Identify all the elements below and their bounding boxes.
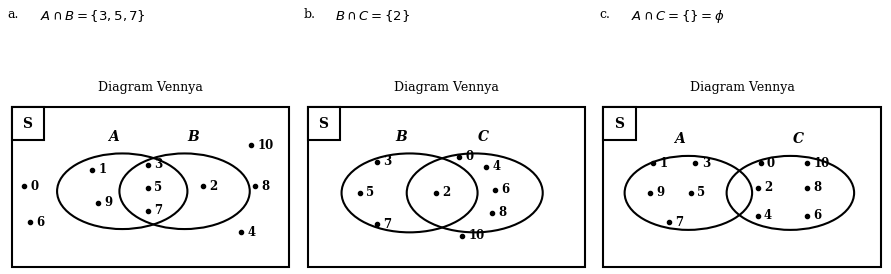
Text: S: S: [318, 117, 328, 131]
Text: 10: 10: [257, 139, 274, 152]
Text: 7: 7: [383, 218, 391, 231]
Text: 8: 8: [813, 181, 822, 195]
Text: 10: 10: [468, 229, 485, 242]
Text: 8: 8: [262, 180, 270, 193]
Text: 7: 7: [674, 216, 683, 229]
Text: 4: 4: [248, 226, 256, 239]
Text: 6: 6: [37, 216, 45, 229]
FancyBboxPatch shape: [12, 107, 45, 140]
Text: 5: 5: [698, 186, 706, 199]
Text: a.: a.: [7, 8, 19, 21]
Text: 3: 3: [702, 157, 710, 170]
Text: 10: 10: [813, 157, 830, 170]
Text: 6: 6: [813, 209, 822, 222]
Text: Diagram Vennya: Diagram Vennya: [690, 81, 795, 94]
Text: 1: 1: [659, 157, 667, 170]
Text: 5: 5: [366, 186, 374, 199]
Text: 2: 2: [209, 180, 217, 193]
Text: 1: 1: [99, 163, 107, 176]
FancyBboxPatch shape: [307, 107, 340, 140]
Text: 3: 3: [154, 158, 162, 172]
Text: A: A: [109, 130, 119, 144]
Text: 0: 0: [465, 150, 473, 163]
Text: 0: 0: [767, 157, 775, 170]
Text: 3: 3: [383, 155, 391, 168]
Text: 2: 2: [442, 186, 450, 199]
Text: 8: 8: [498, 206, 506, 219]
Text: A: A: [674, 132, 685, 146]
Text: $B \cap C = \{2\}$: $B \cap C = \{2\}$: [335, 8, 411, 24]
Text: B: B: [396, 130, 407, 144]
Text: S: S: [22, 117, 32, 131]
FancyBboxPatch shape: [12, 107, 290, 267]
Text: 7: 7: [154, 204, 162, 218]
Text: 4: 4: [493, 160, 501, 173]
Text: C: C: [478, 130, 489, 144]
FancyBboxPatch shape: [307, 107, 585, 267]
Text: Diagram Vennya: Diagram Vennya: [394, 81, 499, 94]
Text: C: C: [793, 132, 805, 146]
Text: 9: 9: [657, 186, 665, 199]
Text: 5: 5: [154, 181, 162, 195]
Text: $A \cap B = \{3, 5, 7\}$: $A \cap B = \{3, 5, 7\}$: [39, 8, 145, 24]
Text: 2: 2: [764, 181, 772, 195]
Text: c.: c.: [599, 8, 609, 21]
Text: 0: 0: [30, 180, 39, 193]
Text: B: B: [187, 130, 199, 144]
FancyBboxPatch shape: [603, 107, 636, 140]
Text: S: S: [614, 117, 624, 131]
Text: 4: 4: [764, 209, 772, 222]
Text: 9: 9: [104, 196, 112, 209]
Text: 6: 6: [501, 183, 509, 196]
FancyBboxPatch shape: [603, 107, 881, 267]
Text: b.: b.: [303, 8, 315, 21]
Text: $A \cap C = \{\} = \phi$: $A \cap C = \{\} = \phi$: [631, 8, 724, 25]
Text: Diagram Vennya: Diagram Vennya: [98, 81, 203, 94]
